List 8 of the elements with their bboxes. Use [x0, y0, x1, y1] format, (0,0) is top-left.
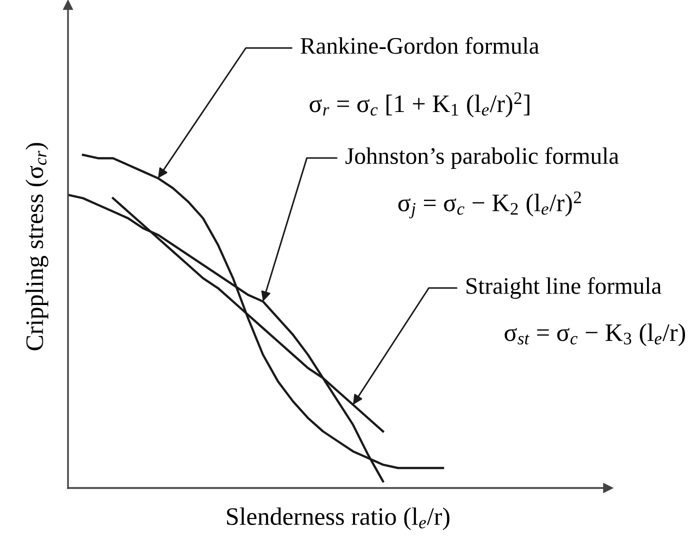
y-axis-title: Crippling stress (σ$_{cr}$)	[26, 142, 48, 350]
text: Johnston’s parabolic formula	[345, 147, 619, 169]
text: σ$_{r}$ = σ$_{c}$ [1 + K$_{1}$ (l$_{e}$/r)$^{2}$]	[310, 92, 530, 118]
x-axis-title: Slenderness ratio (l$_{e}$/r)	[227, 507, 450, 530]
text: Straight line formula	[466, 277, 662, 299]
text: Rankine-Gordon formula	[300, 37, 540, 54]
text: σ$_{st}$ = σ$_{c}$ − K$_{3}$ (l$_{e}$/r)	[504, 324, 686, 346]
text: σ$_{j}$ = σ$_{c}$ − K$_{2}$ (l$_{e}$/r)$^{2}$	[398, 192, 581, 218]
